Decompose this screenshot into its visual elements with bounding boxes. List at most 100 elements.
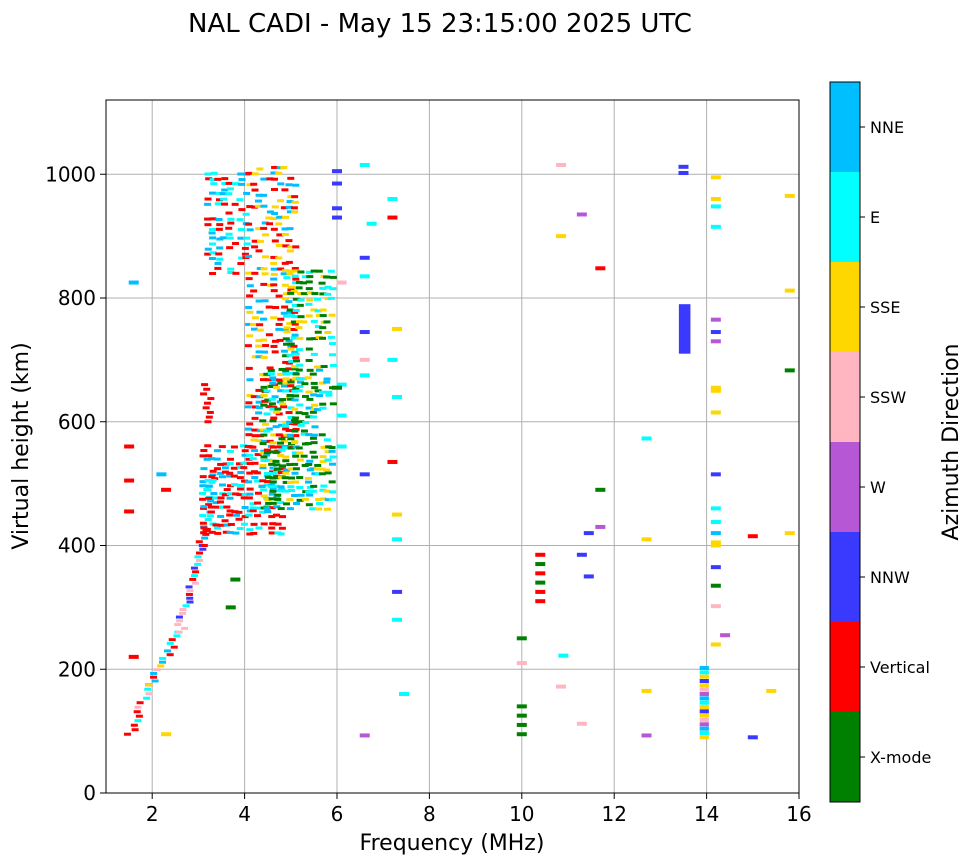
echo-point: [130, 723, 138, 727]
echo-point: [201, 536, 209, 540]
echo-point: [260, 522, 268, 526]
echo-point: [225, 605, 236, 610]
echo-point: [291, 389, 299, 393]
echo-point: [203, 527, 211, 531]
echo-point: [272, 484, 280, 488]
echo-point: [159, 656, 167, 660]
echo-point: [710, 565, 721, 570]
echo-point: [227, 221, 235, 225]
echo-point: [227, 267, 235, 271]
echo-point: [641, 537, 652, 542]
echo-point: [124, 444, 135, 449]
echo-point: [225, 192, 233, 196]
echo-point: [291, 451, 299, 455]
echo-point: [249, 502, 257, 506]
echo-point: [266, 177, 274, 181]
echo-point: [251, 205, 259, 209]
echo-point: [323, 320, 331, 324]
echo-point: [280, 206, 288, 210]
echo-point: [327, 335, 335, 339]
echo-point: [710, 604, 721, 609]
echo-point: [246, 228, 254, 232]
echo-point: [263, 389, 271, 393]
echo-point: [291, 322, 299, 326]
echo-point: [282, 427, 290, 431]
echo-point: [710, 197, 721, 201]
echo-point: [332, 181, 342, 186]
echo-point: [272, 305, 280, 309]
echo-point: [267, 372, 275, 376]
echo-point: [304, 442, 312, 446]
echo-point: [292, 467, 300, 471]
echo-point: [291, 333, 299, 337]
echo-point: [287, 485, 295, 489]
echo-point: [265, 475, 273, 479]
echo-point: [277, 317, 285, 321]
echo-point: [260, 193, 268, 197]
echo-point: [219, 475, 227, 479]
echo-point: [206, 514, 214, 518]
echo-point: [287, 176, 295, 180]
echo-point: [291, 350, 299, 354]
echo-point: [278, 464, 286, 468]
echo-point: [324, 471, 332, 475]
echo-point: [285, 339, 293, 343]
chart-title: NAL CADI - May 15 23:15:00 2025 UTC: [188, 9, 692, 39]
echo-point: [283, 314, 291, 318]
echo-point: [236, 527, 244, 531]
echo-point: [283, 326, 291, 330]
echo-point: [213, 449, 221, 453]
echo-point: [286, 507, 294, 511]
echo-point: [535, 599, 546, 604]
echo-point: [313, 365, 321, 369]
echo-point: [306, 493, 314, 497]
echo-point: [222, 530, 230, 534]
echo-point: [173, 634, 181, 638]
echo-point: [244, 427, 252, 431]
echo-point: [516, 636, 527, 641]
echo-point: [272, 513, 280, 517]
echo-point: [254, 479, 262, 483]
echo-point: [285, 411, 293, 415]
echo-point: [270, 261, 278, 265]
echo-point: [319, 455, 327, 459]
echo-point: [221, 182, 229, 186]
echo-point: [190, 566, 198, 570]
echo-point: [236, 487, 244, 491]
echo-point: [246, 294, 254, 298]
echo-point: [263, 483, 271, 487]
echo-point: [217, 496, 225, 500]
echo-point: [240, 496, 248, 500]
echo-point: [226, 496, 234, 500]
echo-point: [232, 182, 240, 186]
echo-point: [359, 274, 370, 279]
echo-point: [199, 521, 207, 525]
echo-point: [208, 530, 216, 534]
echo-point: [286, 227, 294, 231]
echo-point: [255, 439, 263, 443]
echo-point: [280, 166, 288, 170]
echo-point: [268, 385, 276, 389]
echo-point: [282, 368, 290, 372]
echo-point: [310, 381, 318, 385]
echo-point: [216, 223, 224, 227]
echo-point: [232, 531, 240, 535]
echo-point: [710, 540, 721, 545]
echo-point: [291, 471, 299, 475]
echo-point: [215, 191, 223, 195]
echo-point: [323, 489, 331, 493]
echo-point: [250, 395, 258, 399]
echo-point: [251, 316, 259, 320]
echo-point: [192, 570, 200, 574]
echo-point: [208, 228, 216, 232]
echo-point: [710, 543, 721, 548]
echo-point: [315, 498, 323, 502]
echo-point: [310, 352, 318, 356]
echo-point: [319, 406, 327, 410]
echo-point: [260, 204, 268, 208]
echo-point: [245, 496, 253, 500]
echo-point: [221, 519, 229, 523]
echo-point: [230, 483, 238, 487]
echo-point: [535, 571, 546, 576]
echo-point: [766, 688, 777, 693]
